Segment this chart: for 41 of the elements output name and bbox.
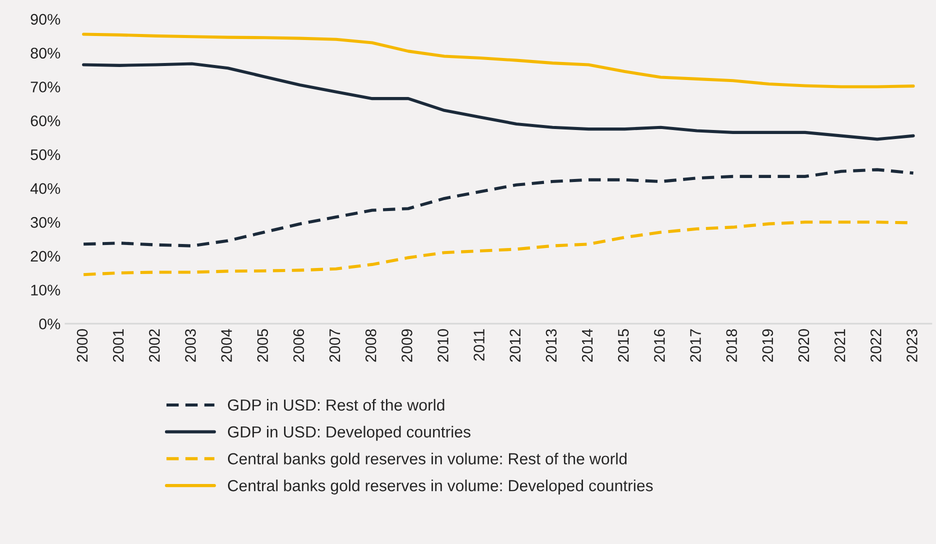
legend-label: GDP in USD: Developed countries — [228, 426, 470, 441]
x-tick-label: 2014 — [582, 328, 593, 362]
x-tick-label: 2010 — [438, 329, 448, 362]
x-tick-label: 2004 — [221, 328, 232, 362]
x-tick-label: 2001 — [112, 329, 124, 362]
y-tick-label: 90% — [30, 14, 60, 25]
x-tick-label: 2020 — [798, 329, 810, 362]
x-tick-label: 2013 — [546, 329, 557, 362]
x-tick-label: 2018 — [726, 329, 738, 362]
x-tick-label: 2002 — [148, 329, 160, 362]
x-tick-label: 2005 — [257, 329, 268, 362]
y-tick-label: 40% — [30, 183, 60, 194]
x-tick-label: 2011 — [474, 329, 484, 361]
y-tick-label: 0% — [39, 318, 60, 330]
y-tick-label: 80% — [30, 48, 60, 59]
x-tick-label: 2009 — [402, 329, 412, 362]
y-tick-label: 20% — [30, 250, 60, 262]
line-series — [82, 32, 915, 88]
y-tick-label: 50% — [30, 149, 60, 160]
x-tick-label: 2000 — [76, 329, 88, 362]
x-tick-label: 2012 — [510, 329, 521, 362]
legend-label: Central banks gold reserves in volume: Developed countries — [228, 480, 653, 494]
x-tick-label: 2023 — [906, 329, 918, 362]
line-series — [82, 62, 915, 141]
x-tick-label: 2022 — [870, 329, 882, 362]
y-tick-label: 60% — [30, 115, 60, 126]
x-tick-label: 2003 — [185, 329, 196, 362]
x-tick-label: 2007 — [329, 329, 340, 362]
x-tick-label: 2019 — [762, 329, 774, 362]
x-tick-label: 2021 — [834, 329, 846, 362]
y-tick-label: 70% — [30, 82, 60, 92]
legend-label: GDP in USD: Rest of the world — [228, 398, 444, 411]
y-tick-label: 10% — [31, 284, 60, 296]
x-tick-label: 2008 — [365, 329, 376, 362]
legend-label: Central banks gold reserves in volume: Rest of the world — [228, 452, 627, 468]
x-tick-label: 2006 — [293, 329, 304, 362]
line-series — [82, 168, 915, 248]
x-tick-label: 2017 — [690, 329, 701, 362]
x-tick-label: 2015 — [618, 329, 629, 362]
y-tick-label: 30% — [30, 217, 60, 228]
x-tick-label: 2016 — [654, 329, 665, 362]
